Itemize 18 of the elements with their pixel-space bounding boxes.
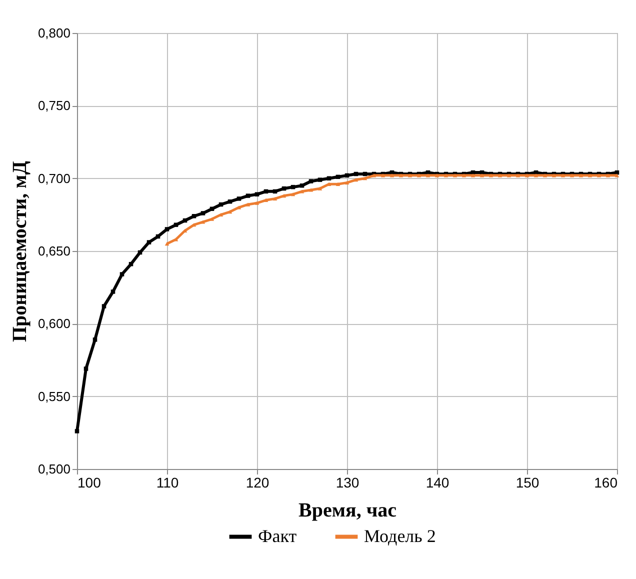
legend-label: Модель 2 [364, 526, 436, 546]
y-axis-title: Проницаемости, мД [8, 160, 31, 342]
y-tick-label: 0,750 [38, 98, 70, 114]
x-tick-label: 160 [594, 474, 618, 490]
x-tick-label: 130 [336, 474, 360, 490]
y-tick-label: 0,500 [38, 462, 70, 476]
y-tick-label: 0,800 [38, 26, 70, 40]
x-tick-label: 150 [516, 474, 540, 490]
x-tick-label: 140 [426, 474, 450, 490]
x-axis-title: Время, час [298, 500, 397, 522]
legend-label: Факт [258, 526, 297, 546]
x-tick-label: 100 [78, 474, 102, 490]
y-tick-label: 0,700 [38, 170, 70, 186]
x-tick-label: 110 [156, 474, 179, 490]
y-tick-label: 0,600 [38, 316, 70, 332]
y-tick-label: 0,550 [38, 388, 70, 404]
y-tick-label: 0,650 [38, 244, 70, 258]
x-tick-label: 120 [246, 474, 270, 490]
